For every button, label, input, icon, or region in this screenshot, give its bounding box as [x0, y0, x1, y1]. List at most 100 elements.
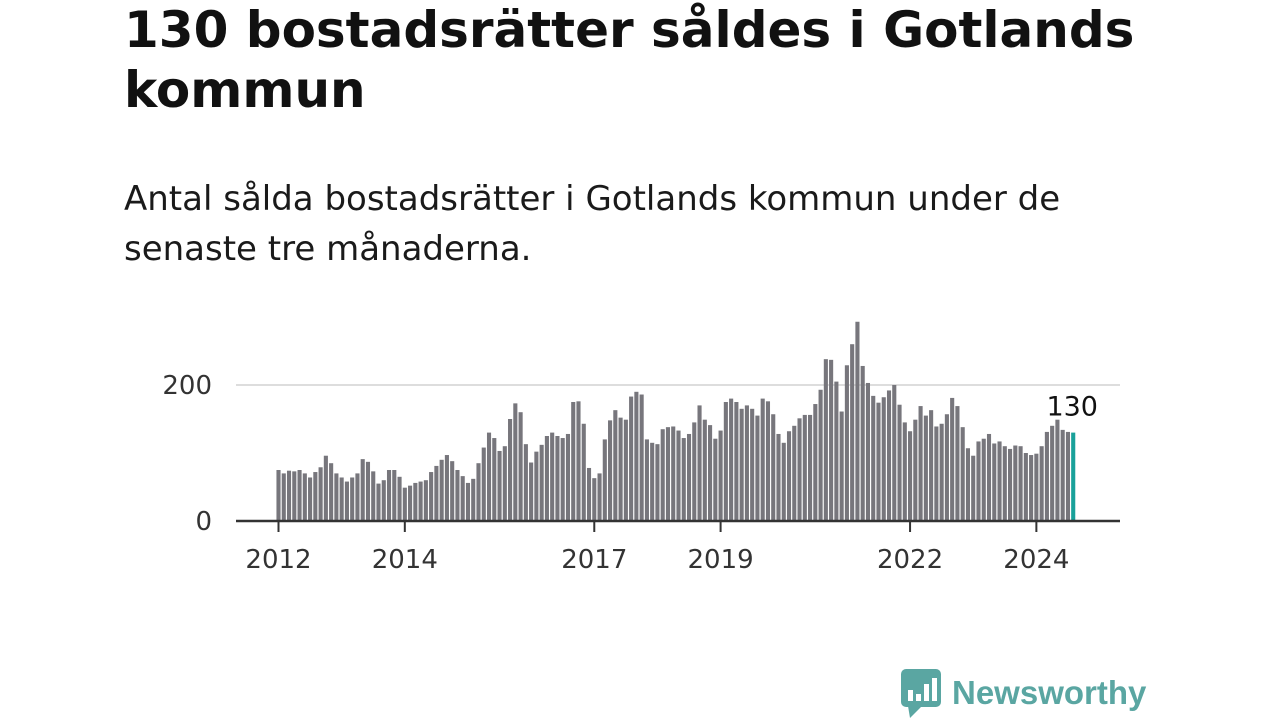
- bar: [518, 412, 523, 521]
- bar: [1002, 446, 1007, 521]
- bar: [639, 394, 644, 521]
- bar: [908, 431, 913, 521]
- bar: [455, 470, 460, 521]
- bar: [318, 467, 323, 521]
- bar: [750, 408, 755, 521]
- bar: [839, 411, 844, 521]
- bar: [955, 406, 960, 521]
- bar: [539, 444, 544, 521]
- bar: [923, 415, 928, 521]
- bar: [1018, 446, 1023, 521]
- bar: [644, 439, 649, 521]
- bar: [444, 455, 449, 521]
- bar: [571, 402, 576, 521]
- bar: [581, 423, 586, 521]
- bar: [544, 436, 549, 521]
- bar: [355, 473, 360, 521]
- bar: [492, 438, 497, 521]
- bar: [881, 397, 886, 521]
- bar: [339, 477, 344, 521]
- y-tick-label: 0: [195, 507, 212, 537]
- bar: [1050, 425, 1055, 521]
- x-tick-label: 2024: [1003, 545, 1069, 575]
- bar: [734, 402, 739, 521]
- bar: [850, 344, 855, 521]
- brand-name: Newsworthy: [952, 674, 1147, 711]
- bar: [502, 446, 507, 521]
- bar: [860, 365, 865, 521]
- bar: [681, 438, 686, 521]
- bar: [429, 472, 434, 521]
- bar: [650, 442, 655, 521]
- bar: [729, 398, 734, 521]
- x-tick-label: 2012: [245, 545, 311, 575]
- bars-layer: [276, 321, 1076, 521]
- bar: [755, 415, 760, 521]
- bar: [292, 471, 297, 521]
- bar: [876, 402, 881, 521]
- bar: [686, 433, 692, 521]
- brand-logo: Newsworthy: [900, 668, 1146, 718]
- bar: [402, 487, 407, 521]
- bar: [913, 419, 918, 521]
- bar: [718, 430, 723, 521]
- bar: [897, 404, 902, 521]
- bar: [744, 405, 749, 521]
- bar: [350, 477, 355, 521]
- bar: [508, 419, 513, 521]
- bar: [918, 406, 923, 521]
- bar: [813, 404, 818, 521]
- bar: [829, 359, 834, 521]
- bar: [723, 402, 728, 521]
- bar: [808, 414, 813, 521]
- bar: [623, 419, 628, 521]
- bar: [934, 426, 939, 521]
- highlighted-bar: [1071, 432, 1076, 521]
- highlight-value-label: 130: [1046, 392, 1098, 423]
- bar-chart: 0 200 2012 2014 2017 2019 2022 2024 130: [162, 321, 1120, 575]
- chart-title: 130 bostadsrätter såldes i Gotlands komm…: [124, 1, 1135, 119]
- bar: [592, 478, 597, 521]
- newsworthy-chart-logo-icon: [901, 669, 941, 718]
- bar: [697, 405, 702, 521]
- bar: [565, 433, 571, 521]
- bar: [465, 482, 471, 521]
- bar: [344, 481, 349, 521]
- bar: [386, 470, 392, 521]
- bar: [834, 381, 839, 521]
- bar: [597, 473, 602, 521]
- bar: [1039, 446, 1044, 521]
- bar: [671, 426, 676, 521]
- axis-layer: 0 200 2012 2014 2017 2019 2022 2024 130: [162, 371, 1120, 575]
- bar: [792, 425, 797, 521]
- bar: [760, 398, 765, 521]
- bar: [692, 422, 697, 521]
- bar: [529, 462, 534, 521]
- bar: [618, 417, 623, 521]
- bar: [1034, 453, 1039, 521]
- bar: [555, 436, 560, 521]
- bar: [981, 438, 986, 521]
- bar: [944, 414, 949, 521]
- bar: [408, 485, 413, 521]
- bar: [360, 459, 365, 521]
- bar: [486, 432, 492, 521]
- bar: [1060, 429, 1065, 521]
- bar: [608, 420, 613, 521]
- bar: [276, 470, 281, 521]
- bar: [871, 395, 876, 521]
- bar: [818, 389, 823, 521]
- bar: [365, 461, 371, 521]
- bar: [1055, 419, 1060, 521]
- bar: [334, 473, 339, 521]
- bar: [802, 414, 807, 521]
- bar: [771, 414, 776, 521]
- bar: [523, 444, 528, 521]
- bar: [797, 418, 802, 521]
- bar: [308, 477, 313, 521]
- bar: [576, 401, 581, 521]
- chart-subtitle: Antal sålda bostadsrätter i Gotlands kom…: [124, 179, 1061, 269]
- bar: [655, 444, 660, 521]
- bar: [665, 427, 671, 521]
- bar: [660, 429, 665, 521]
